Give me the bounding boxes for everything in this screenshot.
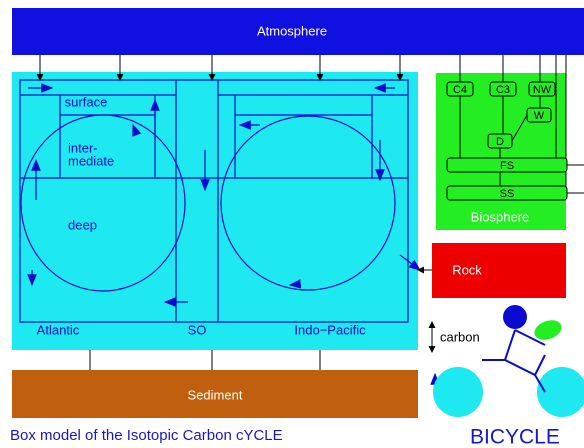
logo-text: BICYCLE — [470, 426, 560, 448]
sediment-label: Sediment — [188, 387, 243, 402]
basin-label: SO — [188, 322, 207, 337]
rock-label: Rock — [452, 262, 482, 277]
bio-box-label: C4 — [453, 84, 467, 96]
sediment-box — [12, 370, 418, 418]
atmosphere-box — [12, 8, 584, 55]
water-arrows — [27, 83, 421, 307]
bio-box-label: NW — [533, 84, 552, 96]
basin-label: Indo−Pacific — [294, 322, 366, 337]
bio-box — [446, 185, 568, 201]
bio-box — [528, 81, 556, 97]
biosphere-boxes: C4 C3 NW W D FS SS — [446, 81, 568, 201]
bio-box-label: W — [534, 110, 545, 122]
caption: Box model of the Isotopic Carbon cYCLE — [10, 427, 283, 444]
layer-label: inter- — [68, 140, 98, 155]
basin-label: Atlantic — [37, 322, 80, 337]
atmosphere-label: Atmosphere — [257, 23, 327, 38]
ocean-grid — [19, 79, 409, 323]
ocean-box — [12, 72, 418, 350]
biosphere-label: Biosphere — [471, 209, 530, 224]
bio-box — [446, 157, 568, 173]
bio-box — [526, 107, 552, 123]
bio-box-label: C3 — [496, 84, 510, 96]
bio-box — [446, 81, 474, 97]
layer-label: surface — [65, 94, 108, 109]
bio-box-label: FS — [500, 160, 514, 172]
bio-box-label: D — [496, 136, 504, 148]
legend-carbon: carbon — [440, 329, 480, 344]
bio-box — [487, 133, 513, 149]
rock-box — [432, 243, 566, 298]
bio-box — [489, 81, 517, 97]
layer-label: deep — [68, 217, 97, 232]
bio-box-label: SS — [500, 188, 515, 200]
bicycle-logo — [433, 305, 584, 417]
biosphere-box — [436, 73, 566, 230]
layer-label: mediate — [68, 153, 114, 168]
